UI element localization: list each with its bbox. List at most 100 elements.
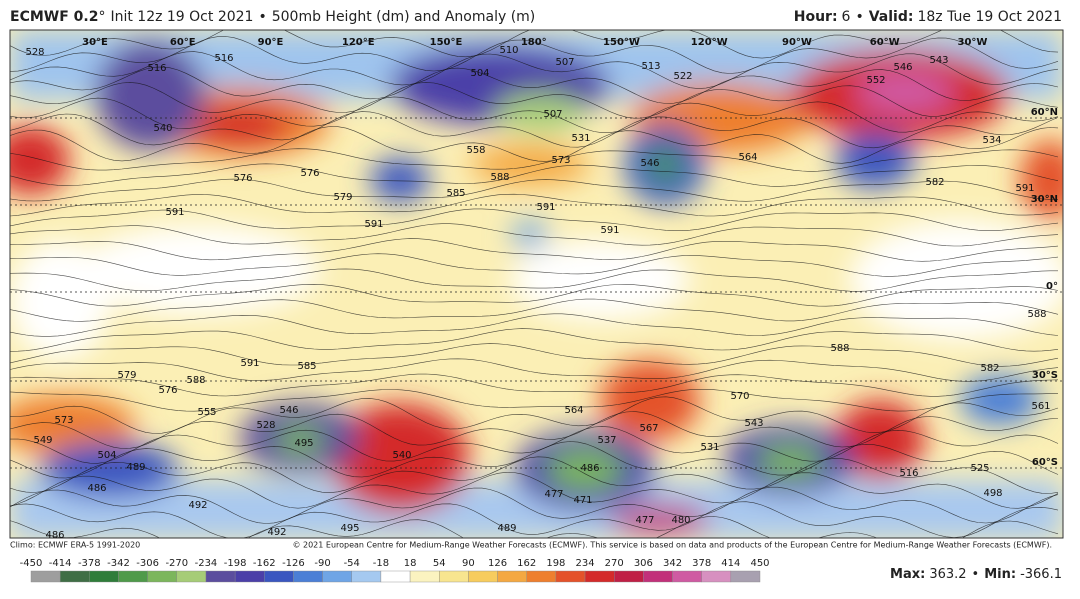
- contour-label: 492: [188, 500, 207, 511]
- map-frame: [9, 29, 1064, 539]
- init: Init 12z 19 Oct 2021: [110, 9, 253, 25]
- legend-swatch: [701, 570, 732, 583]
- legend-tick-label: 54: [433, 558, 446, 569]
- contour-line: [10, 82, 1059, 119]
- legend-swatch: [555, 570, 586, 583]
- legend-swatch: [89, 570, 119, 583]
- legend-tick-label: -342: [107, 558, 130, 569]
- contour-line: [10, 36, 1059, 74]
- contour-label: 495: [294, 438, 313, 449]
- max-min: Max: 363.2 • Min: -366.1: [890, 567, 1062, 582]
- legend-swatch: [293, 570, 323, 583]
- map: [10, 30, 1063, 538]
- contour-line: [10, 66, 1059, 104]
- legend-tick-label: -90: [314, 558, 330, 569]
- legend-swatch: [497, 570, 527, 583]
- legend-swatch: [205, 570, 236, 583]
- copyright: © 2021 European Centre for Medium-Range …: [292, 541, 1052, 550]
- contour-label: 549: [33, 435, 52, 446]
- legend-swatch: [643, 570, 673, 583]
- valid-label: Valid:: [869, 9, 914, 25]
- contour-label: 573: [551, 155, 570, 166]
- contours: [10, 30, 1059, 538]
- legend-swatch: [380, 570, 411, 583]
- separator: •: [972, 567, 980, 582]
- contour-label: 591: [1015, 183, 1034, 194]
- latitude-label: 0°: [1046, 281, 1058, 292]
- legend-swatch: [234, 570, 265, 583]
- legend-swatch: [351, 570, 382, 583]
- latitude-label: 60°S: [1032, 457, 1058, 468]
- legend-swatch: [264, 570, 294, 583]
- legend-tick-label: 450: [750, 558, 769, 569]
- contour-line: [10, 471, 1059, 509]
- contour-label: 507: [543, 109, 562, 120]
- longitude-label: 60°W: [870, 37, 900, 48]
- legend-tick-label: -306: [136, 558, 159, 569]
- legend-swatch: [30, 570, 61, 583]
- latitude-label: 30°N: [1031, 194, 1058, 205]
- contour-line: [10, 253, 1059, 277]
- header-valid: Hour: 6 • Valid: 18z Tue 19 Oct 2021: [794, 9, 1062, 25]
- legend-tick-label: -234: [195, 558, 218, 569]
- contour-label: 570: [730, 391, 749, 402]
- separator: •: [258, 9, 266, 25]
- contour-line: [10, 373, 1059, 397]
- anomaly-field: [10, 30, 1063, 538]
- legend-tick-label: 198: [546, 558, 565, 569]
- contour-line: [10, 501, 1059, 538]
- contour-label: 531: [700, 442, 719, 453]
- contour-line: [10, 441, 1059, 479]
- contour-line: [10, 486, 1059, 524]
- contour-label: 498: [983, 488, 1002, 499]
- contour-label: 564: [564, 405, 583, 416]
- legend-swatch: [584, 570, 615, 583]
- longitude-label: 180°: [521, 37, 547, 48]
- contour-label: 588: [830, 343, 849, 354]
- contour-label: 525: [970, 463, 989, 474]
- latitude-label: 30°S: [1032, 370, 1058, 381]
- legend-swatch: [176, 570, 207, 583]
- contour-label: 534: [982, 135, 1001, 146]
- contour-label: 489: [126, 462, 145, 473]
- contour-line: [10, 111, 1059, 149]
- contour-label: 489: [497, 523, 516, 534]
- contour-line: [10, 328, 1059, 352]
- contour-label: 567: [639, 423, 658, 434]
- contour-label: 480: [671, 515, 690, 526]
- contour-label: 546: [893, 62, 912, 73]
- legend-tick-label: -126: [282, 558, 305, 569]
- contour-label: 528: [25, 47, 44, 58]
- contour-label: 561: [1031, 401, 1050, 412]
- legend-tick-label: 414: [721, 558, 740, 569]
- legend-tick-label: -54: [344, 558, 360, 569]
- legend-tick-label: 234: [575, 558, 594, 569]
- contour-line: [10, 426, 1059, 464]
- contour-line: [10, 208, 1059, 231]
- hour: 6: [842, 9, 851, 25]
- contour-line: [10, 148, 1059, 172]
- valid: 18z Tue 19 Oct 2021: [917, 9, 1062, 25]
- contour-line: [10, 313, 1059, 337]
- legend-tick-label: -450: [20, 558, 43, 569]
- contour-line: [10, 389, 1059, 412]
- contour-label: 540: [392, 450, 411, 461]
- contour-label: 582: [980, 363, 999, 374]
- contour-label: 555: [197, 407, 216, 418]
- legend-tick-label: 18: [404, 558, 417, 569]
- contour-label: 516: [147, 63, 166, 74]
- legend-swatch: [118, 570, 148, 583]
- legend-swatch: [439, 570, 469, 583]
- longitude-label: 120°E: [342, 37, 375, 48]
- contour-label: 582: [925, 177, 944, 188]
- legend-tick-label: -270: [165, 558, 188, 569]
- longitude-label: 90°E: [258, 37, 284, 48]
- contour-label: 540: [153, 123, 172, 134]
- contour-line: [10, 178, 1059, 202]
- legend-tick-label: 306: [634, 558, 653, 569]
- legend-tick-label: 270: [605, 558, 624, 569]
- contour-line: [10, 126, 1059, 164]
- legend-swatch: [59, 570, 90, 583]
- contour-line: [10, 343, 1059, 367]
- contour-label: 531: [571, 133, 590, 144]
